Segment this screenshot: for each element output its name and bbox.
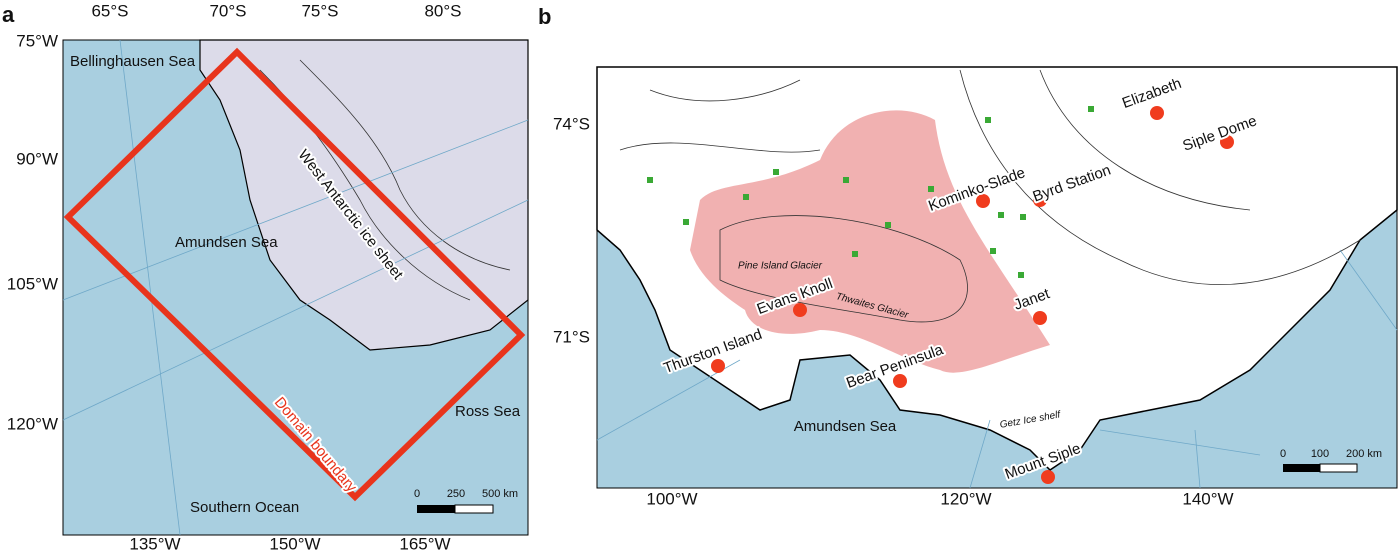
aws-marker <box>647 177 653 183</box>
lon-label: 90°W <box>16 149 58 168</box>
station-dot <box>1033 311 1047 325</box>
land <box>199 39 529 351</box>
lat-label: 80°S <box>424 1 461 20</box>
lon-label: 150°W <box>269 534 320 553</box>
station-dot <box>711 359 725 373</box>
place-label: Bellinghausen Sea <box>70 53 196 70</box>
panel-label: a <box>2 2 15 27</box>
lon-label: 100°W <box>646 489 697 508</box>
scale-bar <box>1319 463 1358 473</box>
lat-label: 71°S <box>553 327 590 346</box>
lon-label: 120°W <box>940 489 991 508</box>
aws-marker <box>990 248 996 254</box>
study-region <box>690 110 1050 373</box>
station-dot <box>893 374 907 388</box>
station-dot <box>976 194 990 208</box>
lat-label: 65°S <box>91 1 128 20</box>
aws-marker <box>683 219 689 225</box>
lon-label: 140°W <box>1182 489 1233 508</box>
aws-marker <box>1018 272 1024 278</box>
feature-label: Pine Island Glacier <box>738 261 823 272</box>
lon-label: 105°W <box>7 274 58 293</box>
aws-marker <box>843 177 849 183</box>
station-dot <box>1041 470 1055 484</box>
lat-label: 75°S <box>301 1 338 20</box>
scale-bar <box>1283 464 1320 472</box>
aws-marker <box>773 169 779 175</box>
aws-marker <box>1088 106 1094 112</box>
lon-label: 135°W <box>129 534 180 553</box>
lat-label: 70°S <box>209 1 246 20</box>
lon-label: 120°W <box>7 414 58 433</box>
station-dot <box>1220 135 1234 149</box>
scale-label: 250 <box>447 488 465 500</box>
place-label: Amundsen Sea <box>794 418 897 435</box>
aws-marker <box>928 186 934 192</box>
scale-label: 0 <box>1280 448 1286 460</box>
station-markers-minor <box>647 106 1094 278</box>
lon-label: 165°W <box>399 534 450 553</box>
scale-bar <box>454 504 494 514</box>
scale-label: 200 km <box>1346 448 1382 460</box>
place-label: Amundsen Sea <box>175 234 278 251</box>
aws-marker <box>985 117 991 123</box>
panel-b-map <box>596 66 1398 489</box>
station-dot <box>1150 106 1164 120</box>
station-dot <box>1033 193 1047 207</box>
contour <box>619 69 1361 323</box>
lon-label: 75°W <box>16 31 58 50</box>
graticule <box>62 39 529 536</box>
lat-label: 74°S <box>553 114 590 133</box>
station-markers <box>711 106 1234 484</box>
aws-marker <box>998 212 1004 218</box>
scale-bar <box>417 505 455 513</box>
scale-label: 0 <box>414 488 420 500</box>
place-label: Southern Ocean <box>190 499 299 516</box>
place-label: Ross Sea <box>455 403 521 420</box>
scale-label: 500 km <box>482 488 518 500</box>
domain-boundary <box>63 47 526 502</box>
aws-marker <box>743 194 749 200</box>
aws-marker <box>1020 214 1026 220</box>
panel-label: b <box>538 4 551 29</box>
aws-marker <box>852 251 858 257</box>
panel-a-map <box>62 39 529 536</box>
aws-marker <box>885 222 891 228</box>
station-dot <box>793 303 807 317</box>
scale-label: 100 <box>1311 448 1329 460</box>
contour <box>299 59 511 271</box>
graticule <box>596 249 1398 489</box>
